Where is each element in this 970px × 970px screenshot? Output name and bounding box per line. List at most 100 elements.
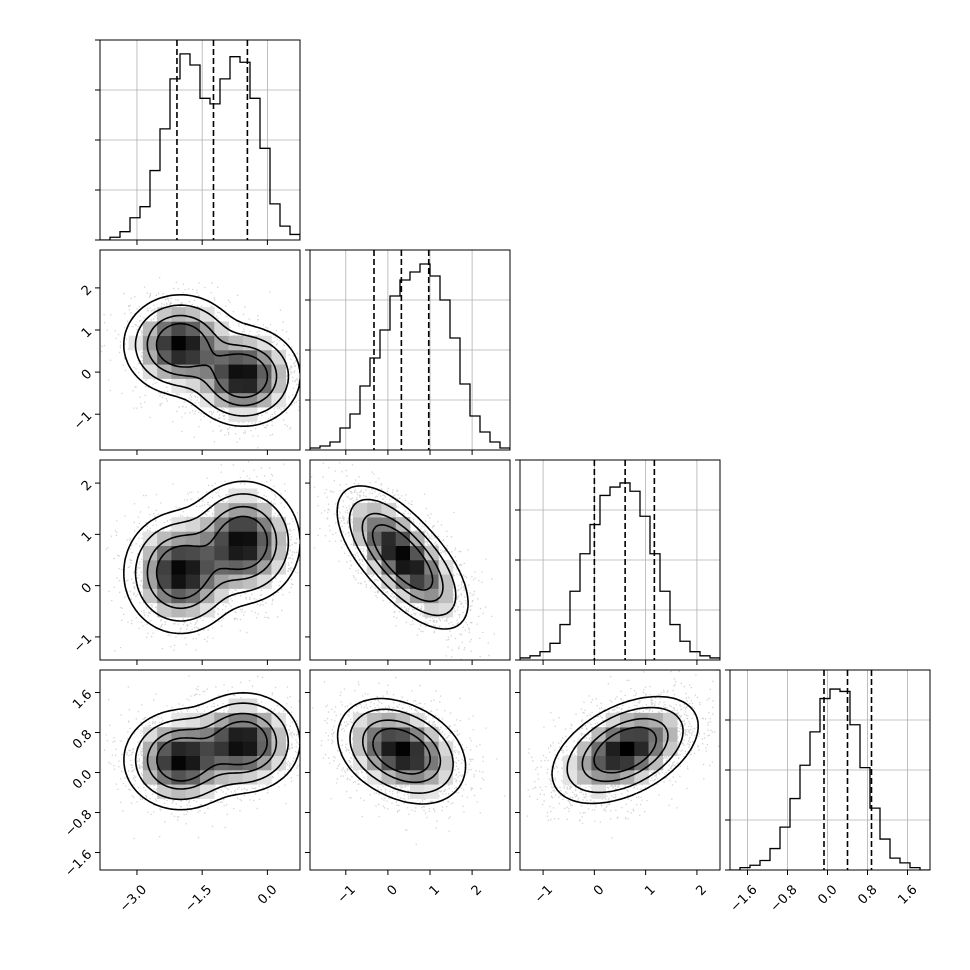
contour-1-0-3 <box>123 294 300 427</box>
contour-3-1-1 <box>362 719 442 784</box>
density-cell <box>271 517 287 532</box>
density-cell <box>157 602 172 618</box>
density-cell <box>410 574 425 589</box>
density-cell <box>185 712 201 728</box>
xtick-label-2-3: 2 <box>694 882 710 898</box>
density-cell <box>410 545 425 561</box>
panel-frame <box>309 249 511 451</box>
density-cell <box>171 770 187 785</box>
density-cell <box>242 574 258 589</box>
density-cell <box>228 545 244 561</box>
xtick-label-2-0: −1 <box>532 882 556 906</box>
density-cell <box>591 727 607 742</box>
histogram-1 <box>310 263 510 450</box>
ytick-label-1-1: 0 <box>79 367 95 383</box>
density-cell <box>228 517 244 532</box>
panel-frame <box>309 459 511 661</box>
xtick-label-3-3: 0.8 <box>855 882 880 907</box>
density-cell <box>395 517 411 532</box>
xtick-label-2-1: 0 <box>591 882 607 898</box>
contour-3-0-2 <box>134 702 290 801</box>
panel-frame <box>99 459 301 661</box>
density-cell <box>228 755 244 771</box>
density-cell <box>381 531 397 547</box>
density-cell <box>171 560 187 575</box>
density-cell <box>662 727 678 742</box>
ytick-label-2-3: 2 <box>79 478 95 494</box>
density-cell <box>562 755 578 771</box>
density-cell <box>438 741 454 757</box>
density-cell <box>228 364 244 379</box>
density-cell <box>352 712 368 728</box>
density-cell <box>438 560 454 575</box>
contour-3-2-2 <box>566 706 684 794</box>
ytick-label-3-0: −1.6 <box>62 847 95 880</box>
density-cell <box>185 741 201 757</box>
density-cell <box>171 350 187 365</box>
density-cell <box>157 560 172 575</box>
density-cell <box>214 531 229 547</box>
density-cell <box>410 741 425 757</box>
xtick-label-0-2: 0.0 <box>255 882 280 907</box>
panel-r2-c0: −1 0 1 2 <box>71 459 301 665</box>
density-cell <box>185 574 201 589</box>
density-cell <box>214 545 229 561</box>
density-cell <box>395 755 411 771</box>
density-cell <box>257 531 272 547</box>
density-cell <box>577 770 592 785</box>
density-cell <box>142 560 158 575</box>
density-cell <box>438 602 454 618</box>
density-cell <box>157 574 172 589</box>
xtick-label-3-1: −0.8 <box>768 882 801 915</box>
contour-2-1-2 <box>348 498 457 617</box>
contour-3-2-0 <box>593 726 658 774</box>
histogram-3 <box>730 688 930 870</box>
density-cell <box>424 588 439 604</box>
density-cell <box>271 364 287 379</box>
density-cell <box>242 364 258 379</box>
ytick-label-3-1: −0.8 <box>62 807 95 840</box>
xtick-label-3-4: 1.6 <box>895 882 920 907</box>
density-cell <box>381 545 397 561</box>
density-cell <box>200 727 215 742</box>
density-cell <box>142 755 158 771</box>
xtick-label-0-0: −3.0 <box>117 882 150 915</box>
density-cell <box>634 727 649 742</box>
density-cell <box>228 350 244 365</box>
density-cell <box>200 784 215 799</box>
density-cell <box>157 588 172 604</box>
density-cell <box>228 407 244 422</box>
xtick-label-1-3: 2 <box>469 882 485 898</box>
density-cell <box>634 741 649 757</box>
density-cell <box>171 307 187 322</box>
density-cell <box>395 560 411 575</box>
density-cell <box>171 755 187 771</box>
scatter-3-2 <box>526 670 720 839</box>
density-cell <box>367 517 382 532</box>
density-cell <box>200 321 215 337</box>
contour-1-0-1 <box>146 314 278 407</box>
density-cell <box>605 755 621 771</box>
panel-r1-c1 <box>305 249 511 455</box>
density-cell <box>242 727 258 742</box>
panel-r2-c2 <box>515 459 721 665</box>
ytick-label-2-0: −1 <box>71 632 95 656</box>
density-cell <box>171 588 187 604</box>
density-cell <box>185 545 201 561</box>
ytick-label-2-1: 0 <box>79 580 95 596</box>
ytick-label-2-2: 1 <box>79 529 95 545</box>
density-cell <box>242 698 258 714</box>
density-cell <box>257 517 272 532</box>
density-cell <box>634 712 649 728</box>
density-cell <box>142 574 158 589</box>
contour-3-1-2 <box>349 708 454 794</box>
panel-frame <box>729 669 931 871</box>
density-cell <box>367 531 382 547</box>
density-cell <box>242 741 258 757</box>
density-cell <box>381 727 397 742</box>
density-cell <box>562 770 578 785</box>
ytick-label-3-3: 0.8 <box>70 727 95 752</box>
contour-3-2-3 <box>551 695 699 805</box>
density-cell <box>142 588 158 604</box>
density-cell <box>142 364 158 379</box>
